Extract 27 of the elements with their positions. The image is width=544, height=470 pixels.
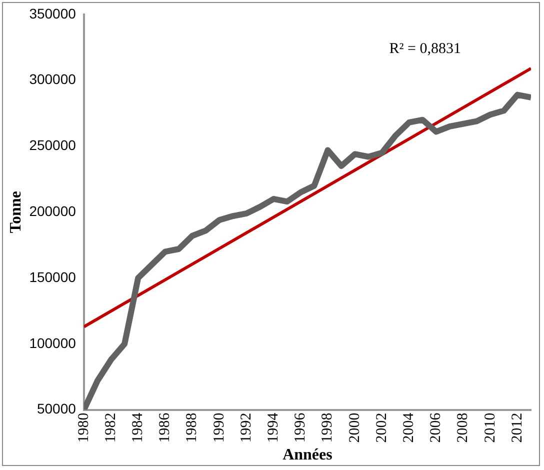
x-tick-label: 2002 (374, 412, 390, 443)
annotation: R² = 0,8831 (389, 40, 461, 57)
x-tick-label: 1982 (102, 412, 119, 443)
x-tick-label: 1994 (266, 412, 282, 443)
x-axis-title: Années (282, 446, 332, 464)
y-tick-label: 200000 (29, 202, 76, 219)
x-tick-label: 1998 (320, 412, 336, 443)
x-tick-label: 1980 (76, 412, 92, 443)
y-tick-label: 350000 (29, 5, 76, 22)
y-axis-title: Tonne (8, 191, 25, 234)
x-tick-label: 1990 (211, 412, 228, 443)
y-tick-label: 250000 (29, 137, 76, 154)
x-tick-label: 2012 (509, 412, 526, 443)
x-tick-label: 1986 (157, 412, 174, 443)
x-tick-label: 1984 (130, 412, 146, 443)
y-tick-label: 150000 (29, 268, 76, 285)
x-tick-label: 1988 (184, 412, 200, 443)
x-tick-label: 2004 (401, 412, 418, 443)
x-tick-label: 2000 (346, 412, 363, 443)
y-tick-label: 300000 (29, 71, 76, 88)
x-tick-label: 2006 (428, 412, 444, 443)
x-tick-label: 1992 (238, 412, 254, 443)
x-tick-label: 1996 (292, 412, 309, 443)
y-tick-label: 100000 (29, 334, 76, 351)
x-tick-label: 2008 (455, 412, 472, 443)
x-tick-label: 2010 (482, 412, 498, 443)
y-tick-label: 50000 (36, 400, 76, 417)
